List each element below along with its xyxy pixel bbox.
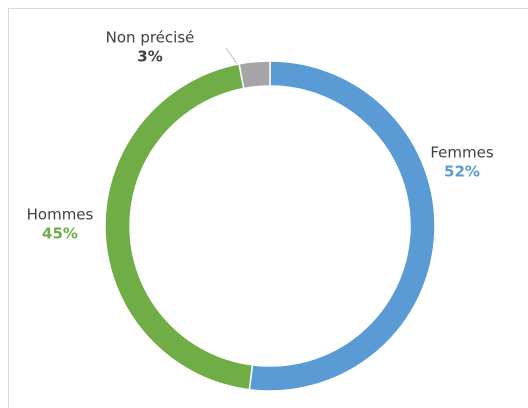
category-label: Non précisé xyxy=(106,29,195,47)
value-label: 52% xyxy=(444,163,480,181)
category-label: Femmes xyxy=(430,144,493,162)
category-label: Hommes xyxy=(27,206,94,224)
donut-segment xyxy=(238,60,271,90)
value-label: 45% xyxy=(42,225,78,243)
value-label: 3% xyxy=(137,48,162,66)
